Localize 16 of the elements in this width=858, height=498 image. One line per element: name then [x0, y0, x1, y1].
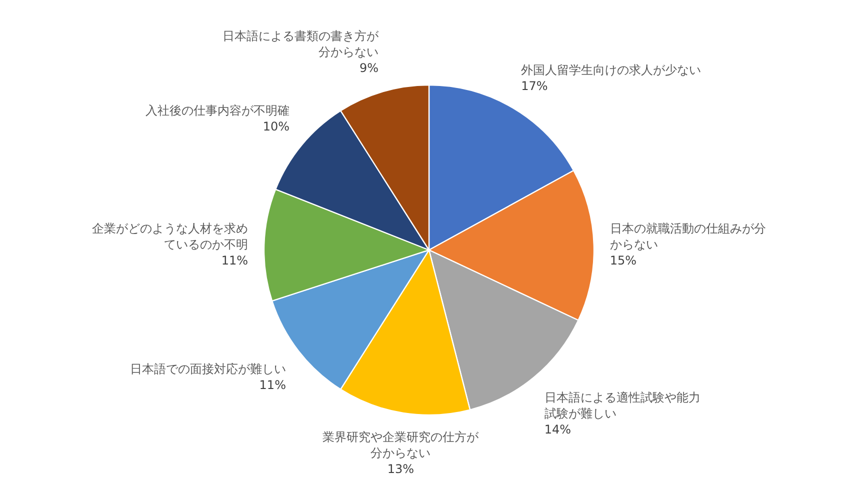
data-label: 11% [259, 378, 286, 392]
data-label: 11% [221, 253, 248, 268]
slice-label: 外国人留学生向けの求人が少ない [521, 63, 702, 78]
slice-label: 業界研究や企業研究の仕方が分からない [322, 430, 480, 460]
slice-label: 日本語での面接対応が難しい [130, 362, 286, 376]
slice-label: 企業がどのような人材を求めているのか不明 [92, 221, 248, 252]
slice-label: 入社後の仕事内容が不明確 [146, 104, 290, 118]
data-label: 13% [387, 462, 414, 476]
data-label: 14% [544, 422, 572, 436]
slice-label: 日本語による適性試験や能力試験が難しい [544, 390, 700, 420]
slice-label: 日本の就職活動の仕組みが分からない [610, 221, 766, 252]
slice-label: 日本語による書類の書き方が分からない [222, 29, 380, 60]
data-label: 17% [521, 79, 548, 94]
data-label: 10% [262, 120, 290, 134]
data-label: 9% [359, 61, 379, 76]
data-label: 15% [610, 253, 637, 268]
